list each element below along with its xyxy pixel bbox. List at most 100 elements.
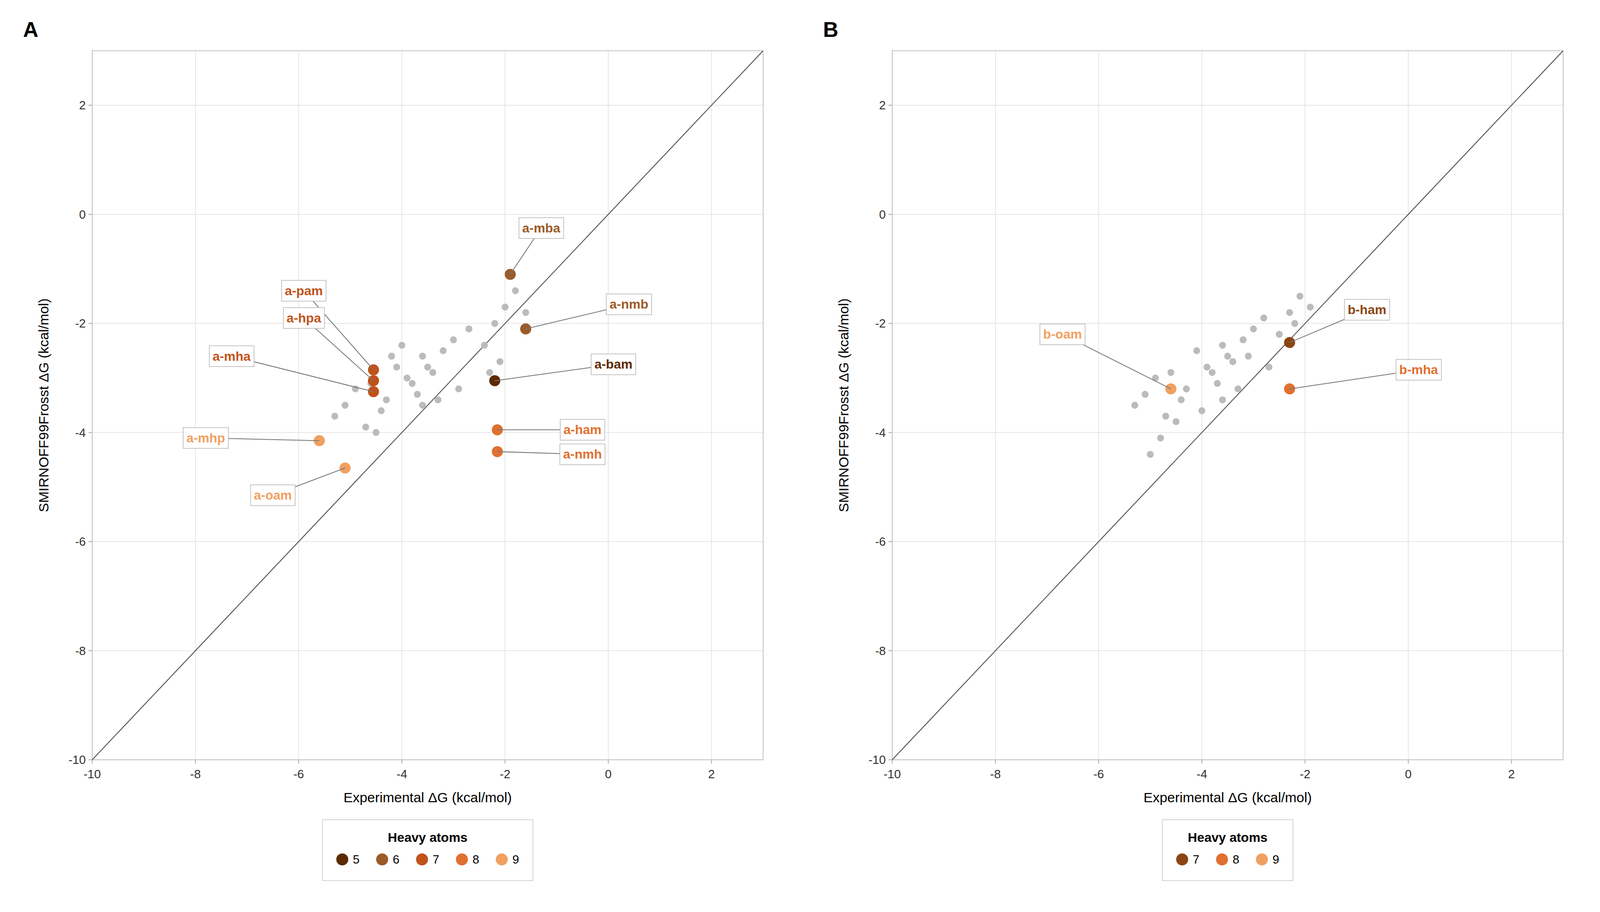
- scatter-point: [439, 347, 447, 355]
- annotation-text: a-bam: [594, 356, 633, 372]
- tick-mark: [195, 759, 196, 764]
- tick-mark: [91, 759, 93, 764]
- reference-line: [92, 50, 764, 760]
- grid-line: [1098, 50, 1100, 760]
- annotation: a-nmb: [525, 293, 652, 329]
- grid-line: [92, 540, 764, 542]
- grid-line: [92, 650, 764, 652]
- annotation-box: [250, 484, 295, 506]
- plot-frame: [92, 50, 764, 760]
- tick-mark: [88, 104, 93, 106]
- y-tick-label: 0: [879, 207, 886, 222]
- grid-line: [892, 322, 1564, 324]
- annotation-text: a-mba: [521, 220, 561, 236]
- legend-entry: 7: [432, 852, 439, 866]
- scatter-point: [414, 390, 421, 398]
- annotation: a-nmh: [497, 443, 606, 465]
- legend-entry: 8: [472, 852, 480, 866]
- scatter-point: [1157, 434, 1165, 442]
- annotation: b-ham: [1289, 299, 1390, 343]
- grid-line: [892, 650, 1564, 652]
- scatter-point: [1151, 374, 1159, 382]
- annotation-text: a-mhp: [186, 430, 226, 445]
- annotation-text: a-oam: [253, 487, 292, 503]
- scatter-point: [1244, 352, 1252, 360]
- tick-mark: [888, 432, 893, 433]
- grid-line: [711, 50, 712, 760]
- x-tick-label: 2: [1508, 766, 1515, 781]
- scatter-point: [485, 368, 493, 376]
- grid-line: [1511, 50, 1512, 760]
- scatter-point: [496, 357, 504, 365]
- y-tick-label: -10: [868, 752, 886, 767]
- x-tick-label: 0: [1404, 766, 1412, 781]
- grid-line: [892, 213, 1564, 215]
- scatter-point: [1172, 417, 1180, 425]
- scatter-point: [1177, 396, 1185, 403]
- legend-title: Heavy atoms: [387, 829, 468, 845]
- x-tick-label: -8: [989, 766, 1001, 781]
- scatter-point: [339, 462, 351, 474]
- tick-mark: [1511, 759, 1512, 764]
- scatter-point: [362, 423, 370, 431]
- y-tick-label: -4: [75, 425, 86, 440]
- page: {"chart_data": [ {"type": "scatter", "ti…: [0, 0, 1600, 912]
- scatter-point: [1198, 407, 1206, 415]
- grid-line: [1407, 50, 1409, 760]
- tick-mark: [1407, 759, 1409, 764]
- scatter-point: [434, 396, 442, 403]
- y-tick-label: -10: [68, 752, 86, 767]
- annotation: a-mhp: [183, 427, 320, 449]
- scatter-point: [1208, 368, 1216, 376]
- tick-mark: [88, 432, 93, 433]
- x-tick-label: -4: [1196, 766, 1208, 781]
- x-tick-label: 0: [604, 766, 612, 781]
- scatter-point: [1131, 401, 1139, 409]
- x-tick-label: -8: [189, 766, 201, 781]
- scatter-point: [522, 308, 530, 316]
- y-tick-label: -2: [75, 316, 86, 331]
- panel-title: B: [823, 17, 839, 42]
- grid-line: [401, 50, 403, 760]
- tick-mark: [401, 759, 403, 764]
- reference-line: [892, 50, 1564, 760]
- y-tick-label: -8: [75, 643, 86, 658]
- plot-area: [892, 50, 1564, 760]
- plot-area: [92, 50, 764, 760]
- scatter-point: [388, 352, 396, 360]
- annotation-box: [281, 280, 326, 302]
- scatter-point: [1234, 385, 1242, 393]
- annotation: a-pam: [281, 280, 374, 370]
- legend-marker: [415, 853, 428, 866]
- scatter-point: [1146, 450, 1154, 458]
- x-tick-label: -10: [883, 766, 901, 781]
- scatter-point: [419, 352, 427, 360]
- x-tick-label: -6: [293, 766, 304, 781]
- scatter-point: [377, 407, 385, 415]
- annotation: a-ham: [497, 419, 605, 440]
- y-tick-label: -8: [875, 643, 886, 658]
- legend-frame: [322, 819, 533, 881]
- scatter-point: [403, 374, 411, 382]
- background-series: [1131, 292, 1315, 458]
- legend-entry: 9: [512, 852, 519, 866]
- annotation-text: a-nmh: [562, 446, 602, 462]
- grid-line: [1201, 50, 1203, 760]
- legend-marker: [1256, 853, 1269, 866]
- background-series: [331, 287, 530, 436]
- scatter-point: [1214, 379, 1221, 387]
- annotation-box: [560, 419, 605, 440]
- scatter-point: [1260, 314, 1268, 322]
- grid-line: [298, 50, 300, 760]
- tick-mark: [1201, 759, 1203, 764]
- annotation-text: b-mha: [1399, 362, 1439, 377]
- tick-mark: [888, 322, 893, 324]
- scatter-point: [1224, 352, 1232, 360]
- scatter-point: [1219, 396, 1227, 403]
- x-tick-label: -6: [1093, 766, 1104, 781]
- legend-marker: [1176, 853, 1189, 866]
- legend-marker: [1215, 853, 1228, 866]
- annotation-box: [518, 217, 564, 239]
- x-tick-label: 2: [708, 766, 715, 781]
- scatter-point: [1203, 363, 1211, 371]
